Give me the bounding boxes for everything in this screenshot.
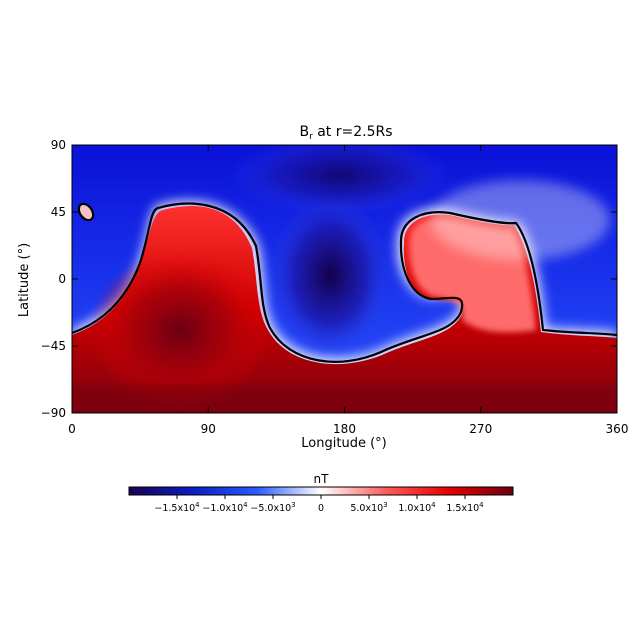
- colorbar-tick-label: −5.0x103: [250, 501, 295, 514]
- colorbar-tick-label: 1.0x104: [398, 501, 436, 514]
- positive-island: [77, 202, 95, 222]
- y-tick-label: 45: [51, 205, 66, 219]
- plot-area: [72, 145, 617, 413]
- colorbar-tick-label: 1.5x104: [446, 501, 484, 514]
- x-axis-label: Longitude (°): [301, 436, 386, 451]
- colorbar-label: nT: [314, 472, 330, 486]
- positive-core: [90, 250, 270, 410]
- colorbar-tick-label: −1.5x104: [154, 501, 200, 514]
- x-tick-label: 270: [469, 422, 492, 436]
- y-axis: 90 45 0 −45 −90: [41, 138, 617, 420]
- y-tick-label: 0: [58, 272, 66, 286]
- y-tick-label: −45: [41, 339, 66, 353]
- x-tick-label: 0: [68, 422, 76, 436]
- negative-core: [270, 195, 390, 355]
- colorbar: [128, 486, 514, 496]
- colorbar-ticks: −1.5x104 −1.0x104 −5.0x103 0 5.0x103 1.0x104 1…: [154, 495, 484, 514]
- colorbar-tick-label: −1.0x104: [202, 501, 248, 514]
- negative-core-top: [230, 145, 450, 215]
- neutral-line: [72, 202, 617, 363]
- y-tick-label: 90: [51, 138, 66, 152]
- y-tick-label: −90: [41, 406, 66, 420]
- colorbar-tick-label: 0: [318, 503, 324, 514]
- weak-field-band: [430, 180, 610, 260]
- x-axis: 0 90 180 270 360: [68, 145, 628, 436]
- y-axis-label: Latitude (°): [17, 243, 32, 317]
- x-tick-label: 90: [201, 422, 216, 436]
- x-tick-label: 180: [333, 422, 356, 436]
- colorbar-tick-label: 5.0x103: [350, 501, 387, 514]
- x-tick-label: 360: [606, 422, 629, 436]
- chart-title: Br at r=2.5Rs: [299, 124, 392, 142]
